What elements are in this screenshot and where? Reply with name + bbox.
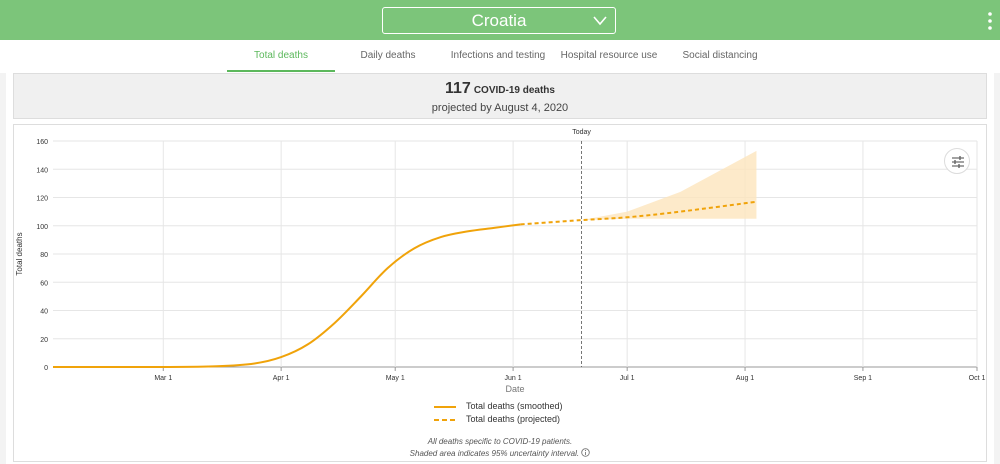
sliders-icon — [952, 156, 964, 168]
y-tick-label: 140 — [36, 167, 48, 174]
y-tick-label: 60 — [40, 280, 48, 287]
x-tick-label: Jun 1 — [505, 375, 522, 382]
country-label: Croatia — [471, 11, 527, 30]
x-tick-label: Aug 1 — [736, 375, 754, 382]
series-line-projected — [520, 200, 757, 226]
y-tick-label: 40 — [40, 309, 48, 316]
tab-hospital-resource-use[interactable]: Hospital resource use — [560, 50, 658, 61]
x-axis-title: Date — [505, 384, 524, 394]
top-bar: Croatia — [0, 0, 1000, 40]
country-select[interactable]: Croatia — [382, 7, 616, 34]
legend-label-projected: Total deaths (projected) — [466, 414, 561, 424]
tab-daily-deaths[interactable]: Daily deaths — [360, 50, 416, 61]
y-tick-label: 0 — [44, 365, 48, 372]
tab-total-deaths[interactable]: Total deaths — [254, 50, 308, 61]
y-tick-label: 120 — [36, 196, 48, 203]
summary-box: 117 COVID-19 deaths projected by August 4… — [13, 73, 987, 119]
chart-container — [13, 124, 987, 462]
today-label: Today — [572, 129, 591, 136]
footnote-line-2-text: Shaded area indicates 95% uncertainty in… — [409, 449, 580, 458]
tab-bar: Total deaths Daily deaths Infections and… — [0, 40, 1000, 73]
summary-subtitle: projected by August 4, 2020 — [431, 102, 569, 114]
x-tick-label: Oct 1 — [969, 375, 986, 382]
y-tick-label: 100 — [36, 224, 48, 231]
chart-settings-button[interactable] — [944, 148, 970, 174]
series-line-smoothed — [52, 223, 521, 369]
legend-swatch-dashed — [434, 419, 456, 421]
y-tick-label: 80 — [40, 252, 48, 259]
legend-swatch-solid — [434, 406, 456, 408]
footnote-line-2: Shaded area indicates 95% uncertainty in… — [0, 448, 1000, 458]
x-tick-label: Apr 1 — [273, 375, 290, 382]
x-tick-label: May 1 — [386, 375, 405, 382]
chart-legend: Total deaths (smoothed) Total deaths (pr… — [434, 401, 634, 429]
tab-infections-testing[interactable]: Infections and testing — [450, 50, 546, 61]
uncertainty-band — [581, 150, 757, 221]
info-icon[interactable] — [581, 448, 591, 457]
x-tick-label: Jul 1 — [620, 375, 635, 382]
active-tab-indicator — [227, 70, 335, 72]
y-tick-label: 20 — [40, 337, 48, 344]
summary-metric: COVID-19 deaths — [473, 85, 555, 96]
summary-headline: 117 COVID-19 deaths — [14, 80, 986, 98]
y-tick-label: 160 — [36, 139, 48, 146]
y-axis-title: Total deaths — [15, 232, 24, 275]
chevron-down-icon — [593, 16, 607, 26]
x-tick-label: Mar 1 — [154, 375, 172, 382]
legend-label-smoothed: Total deaths (smoothed) — [466, 401, 563, 411]
legend-item-projected[interactable]: Total deaths (projected) — [434, 414, 634, 426]
x-tick-label: Sep 1 — [854, 375, 872, 382]
summary-count: 117 — [445, 80, 471, 97]
legend-item-smoothed[interactable]: Total deaths (smoothed) — [434, 401, 634, 413]
kebab-menu-icon[interactable] — [986, 11, 994, 31]
tab-social-distancing[interactable]: Social distancing — [682, 50, 758, 61]
footnote-line-1: All deaths specific to COVID-19 patients… — [427, 437, 573, 446]
